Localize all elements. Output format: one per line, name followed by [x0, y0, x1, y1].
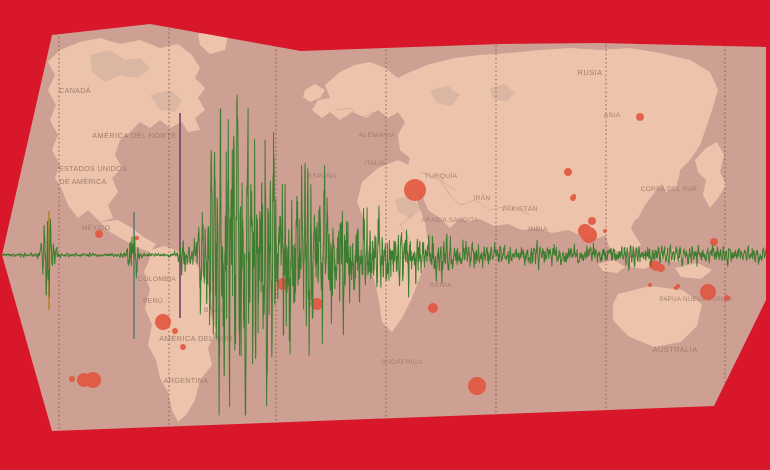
svg-text:ARABIA SAUDITA: ARABIA SAUDITA — [421, 217, 479, 224]
svg-text:AMÉRICA DEL NORTE: AMÉRICA DEL NORTE — [92, 131, 176, 140]
svg-text:ASIA: ASIA — [604, 112, 621, 119]
svg-text:CANADÁ: CANADÁ — [59, 86, 91, 95]
svg-text:AMÉRICA DEL SUR: AMÉRICA DEL SUR — [159, 334, 233, 343]
svg-text:PAPUA NUEVA GUINEA: PAPUA NUEVA GUINEA — [659, 296, 733, 303]
svg-text:COREA DEL SUR: COREA DEL SUR — [641, 186, 697, 193]
svg-text:PAKISTÁN: PAKISTÁN — [502, 204, 538, 213]
svg-text:COLOMBIA: COLOMBIA — [138, 276, 176, 283]
svg-text:DE AMÉRICA: DE AMÉRICA — [59, 177, 106, 186]
svg-text:RUSIA: RUSIA — [578, 68, 603, 77]
svg-text:PERÚ: PERÚ — [143, 296, 163, 305]
svg-text:MÉXICO: MÉXICO — [82, 223, 111, 232]
svg-text:ITALIA: ITALIA — [364, 160, 386, 167]
svg-text:ESTADOS UNIDOS: ESTADOS UNIDOS — [59, 164, 127, 173]
svg-text:SUDÁFRICA: SUDÁFRICA — [381, 357, 423, 366]
svg-text:TURQUÍA: TURQUÍA — [425, 171, 458, 180]
svg-text:AUSTRALIA: AUSTRALIA — [653, 345, 699, 354]
svg-text:ESPAÑA: ESPAÑA — [308, 171, 337, 180]
svg-text:IRÁN: IRÁN — [474, 193, 491, 202]
svg-text:INDIA: INDIA — [528, 226, 548, 233]
svg-text:ARGENTINA: ARGENTINA — [164, 376, 209, 385]
svg-text:ALEMANIA: ALEMANIA — [359, 132, 396, 139]
svg-text:KENIA: KENIA — [430, 282, 452, 289]
